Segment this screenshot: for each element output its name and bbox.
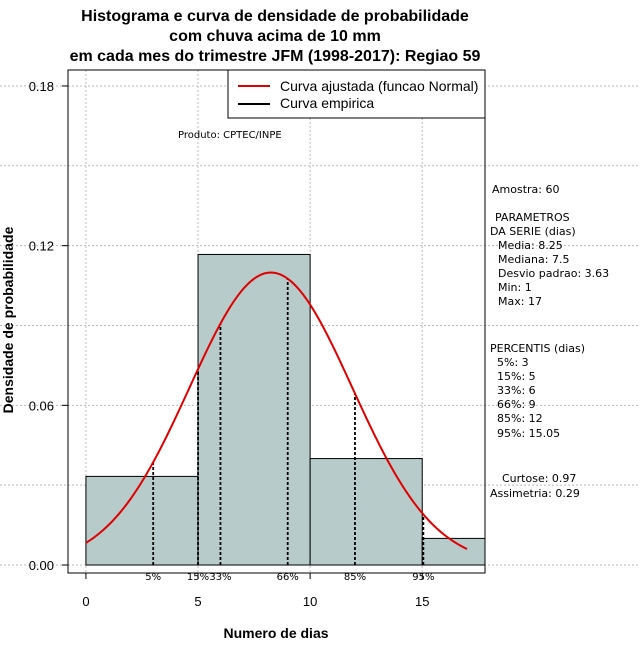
- normal-fit-curve: [85, 271, 468, 550]
- sample-size: Amostra: 60: [492, 183, 559, 196]
- percentile-5: 5%: 3: [497, 356, 529, 369]
- percentile-label-6: 95%: [412, 572, 434, 583]
- percentile-15: 15%: 5: [497, 370, 536, 383]
- percentile-label-3: 33%: [209, 572, 231, 583]
- percentile-33: 33%: 6: [497, 384, 536, 397]
- product-annotation: Produto: CPTEC/INPE: [178, 130, 282, 141]
- legend-label-empirical: Curva empirica: [280, 95, 374, 111]
- histogram-bar-4: [421, 537, 486, 566]
- histogram-bar-1: [85, 475, 199, 566]
- histogram-bar-2: [197, 253, 311, 566]
- chart-title-line-1: Histograma e curva de densidade de proba…: [81, 8, 469, 25]
- legend-box: [227, 69, 486, 119]
- normal-curve-group: [85, 271, 468, 550]
- param-stddev: Desvio padrao: 3.63: [498, 267, 609, 280]
- y-tick-label: 0.18: [29, 79, 54, 94]
- y-tick-label: 0.12: [29, 239, 54, 254]
- percentile-95: 95%: 15.05: [497, 427, 560, 440]
- histogram-bar-3: [309, 458, 423, 566]
- param-median: Mediana: 7.5: [498, 253, 569, 266]
- param-mean: Media: 8.25: [498, 239, 563, 252]
- x-tick-label: 5: [194, 594, 201, 609]
- y-axis-label: Densidade de probabilidade: [0, 226, 16, 413]
- x-axis: 0 5 10 15: [82, 572, 429, 609]
- y-axis: 0.00 0.06 0.12 0.18: [29, 79, 68, 573]
- legend-label-fit: Curva ajustada (funcao Normal): [280, 78, 478, 94]
- x-axis-label: Numero de dias: [223, 625, 328, 641]
- percentile-label-4: 66%: [277, 572, 299, 583]
- percentile-label-5: 85%: [344, 572, 366, 583]
- params-header-2: DA SERIE (dias): [490, 225, 576, 238]
- chart-title-line-3: em cada mes do trimestre JFM (1998-2017)…: [70, 48, 481, 65]
- y-tick-label: 0.06: [29, 398, 54, 413]
- percentile-label-1: 5%: [145, 572, 161, 583]
- x-tick-label: 10: [303, 594, 317, 609]
- percentiles-header: PERCENTIS (dias): [490, 342, 585, 355]
- chart-title-line-2: com chuva acima de 10 mm: [169, 28, 381, 45]
- param-min: Min: 1: [498, 281, 532, 294]
- legend: Curva ajustada (funcao Normal) Curva emp…: [227, 69, 486, 119]
- x-tick-label: 0: [82, 594, 89, 609]
- percentile-66: 66%: 9: [497, 398, 536, 411]
- skewness: Assimetria: 0.29: [490, 487, 580, 500]
- kurtosis: Curtose: 0.97: [502, 472, 576, 485]
- side-statistics: Amostra: 60 PARAMETROS DA SERIE (dias) M…: [490, 183, 609, 500]
- histogram-bars: [85, 253, 486, 566]
- params-header-1: PARAMETROS: [495, 211, 570, 224]
- y-tick-label: 0.00: [29, 558, 54, 573]
- percentile-85: 85%: 12: [497, 412, 543, 425]
- x-tick-label: 15: [415, 594, 429, 609]
- param-max: Max: 17: [498, 295, 542, 308]
